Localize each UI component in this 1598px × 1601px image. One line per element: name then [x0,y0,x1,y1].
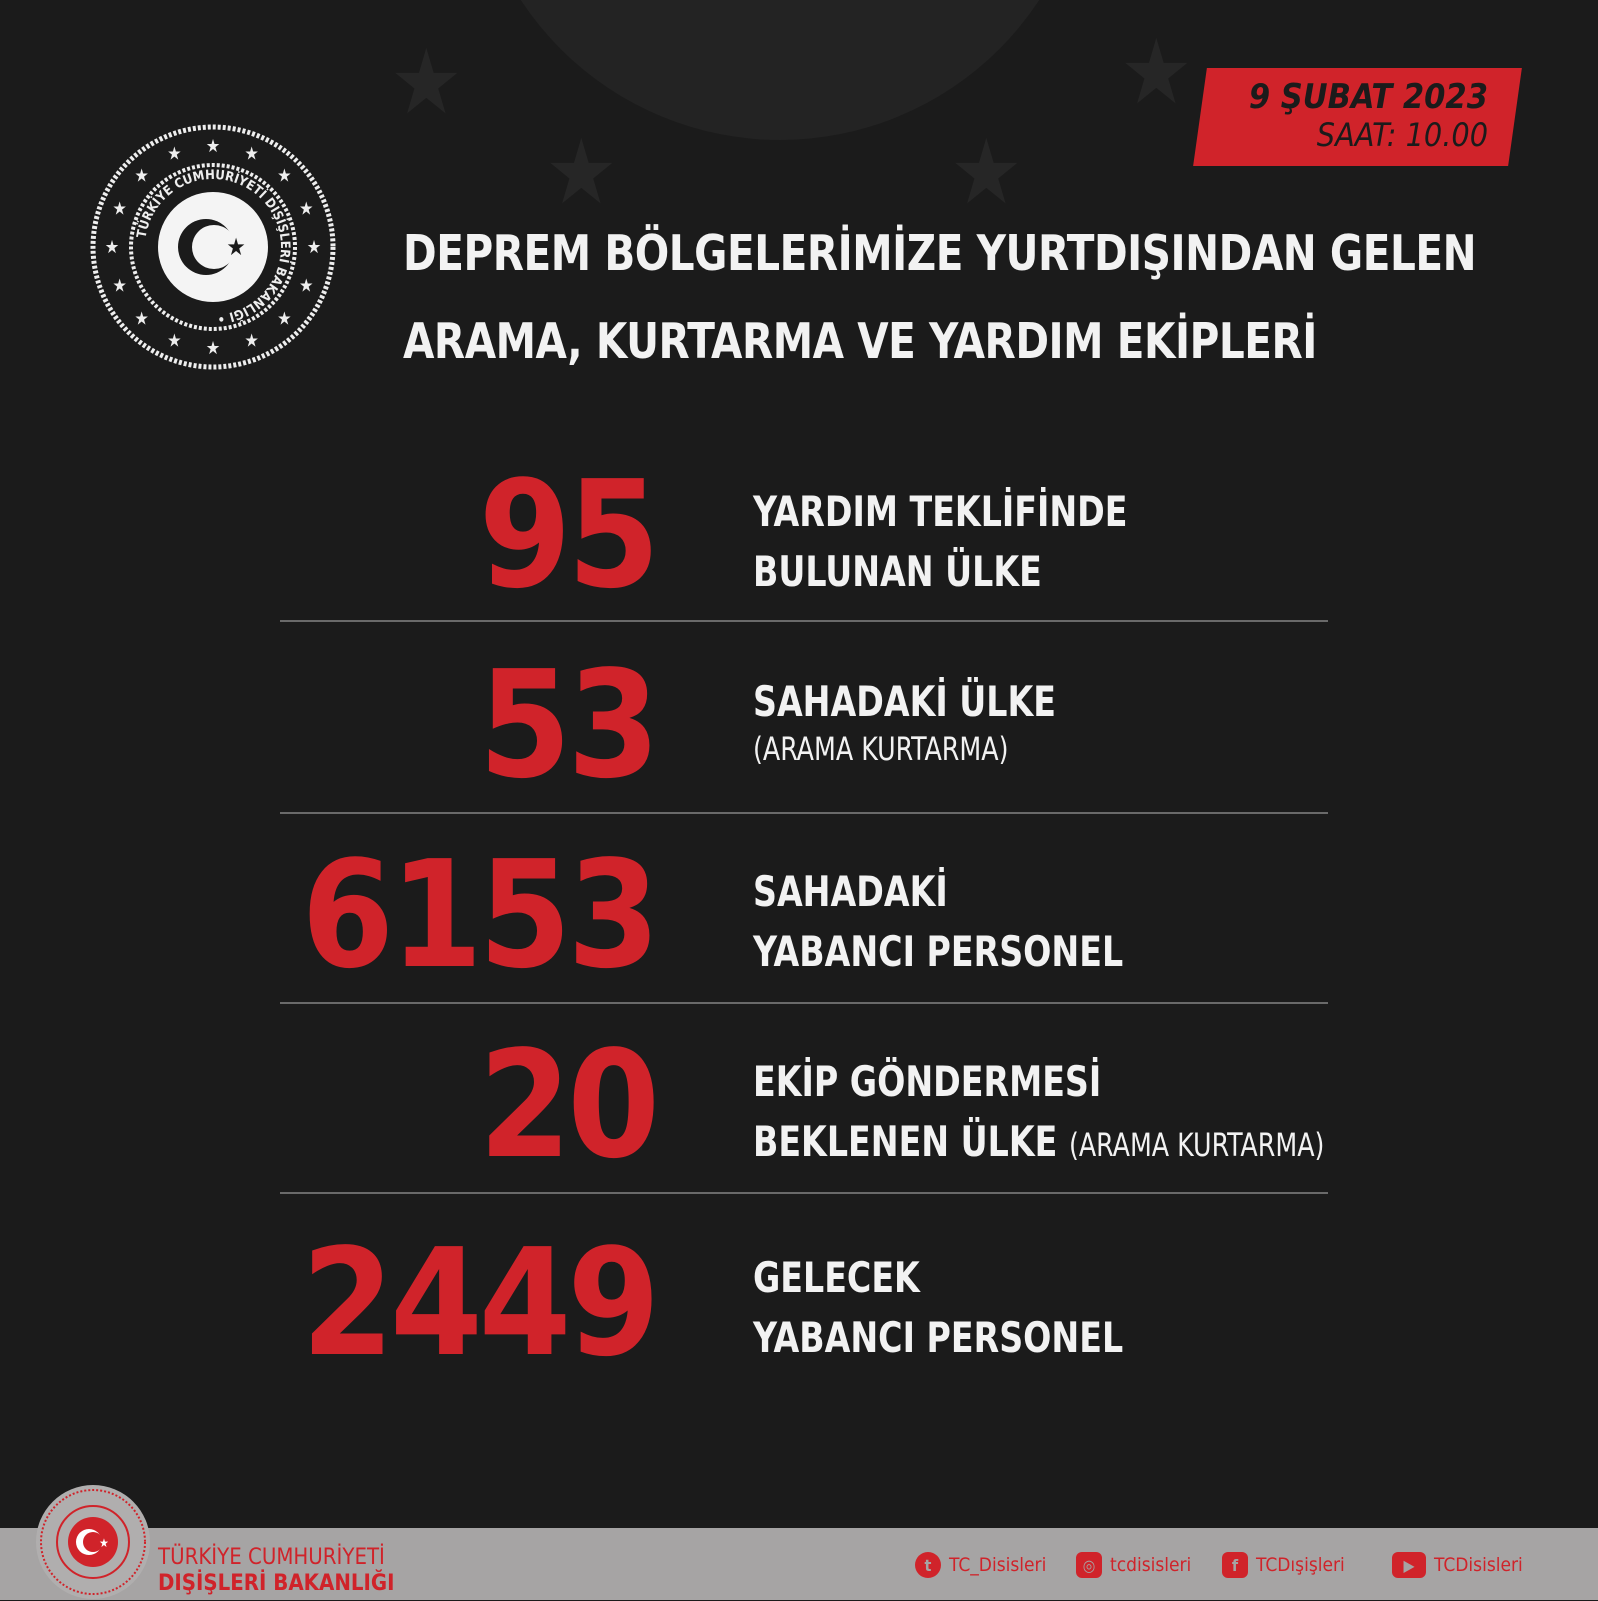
date-day: 9 ŞUBAT 2023 [1248,77,1488,117]
stat-label-line: BULUNAN ÜLKE [753,547,1042,596]
stat-label-line: GELECEK [753,1253,920,1302]
stat-label: SAHADAKİ YABANCI PERSONEL [753,862,1123,982]
social-handle: TC_Disisleri [949,1554,1047,1576]
stat-value: 95 [478,449,660,621]
seal-star-icon: ★ [206,136,221,157]
stat-label-line: YABANCI PERSONEL [753,1313,1124,1362]
stat-label-line: YARDIM TEKLİFİNDE [753,487,1128,536]
page-title: DEPREM BÖLGELERİMİZE YURTDIŞINDAN GELEN … [403,210,1477,386]
title-line-1: DEPREM BÖLGELERİMİZE YURTDIŞINDAN GELEN [403,225,1477,282]
stat-value: 2449 [301,1217,660,1389]
stat-value: 53 [478,639,660,811]
stat-label-line: YABANCI PERSONEL [753,927,1124,976]
footer-bar [0,1528,1598,1600]
stat-label-line: BEKLENEN ÜLKE [753,1117,1058,1166]
stat-value: 6153 [301,829,660,1001]
background-seal [470,0,1090,140]
stat-row: 20 EKİP GÖNDERMESİ BEKLENEN ÜLKE (ARAMA … [0,1030,1598,1220]
divider [280,620,1328,622]
stat-label-line: EKİP GÖNDERMESİ [753,1057,1102,1106]
seal-star-icon: ★ [244,144,259,165]
date-time: SAAT: 10.00 [1316,116,1488,154]
seal-star-icon: ★ [112,198,127,219]
footer-org-name: TÜRKİYE CUMHURİYETİ DIŞİŞLERİ BAKANLIĞI [158,1545,394,1597]
date-text: 9 ŞUBAT 2023 SAAT: 10.00 [1249,78,1488,154]
svg-text:★: ★ [226,233,245,261]
background-star-icon: ★ [545,120,618,225]
social-youtube[interactable]: ▶ TCDisisleri [1392,1552,1523,1578]
ministry-seal-logo: ★ ★★★★★★★★★★★★★★★ TÜRKİYE CUMHURİYETİ DIŞ… [90,124,336,370]
seal-star-icon: ★ [167,144,182,165]
seal-star-icon: ★ [105,237,120,258]
divider [280,1002,1328,1004]
stat-label: GELECEK YABANCI PERSONEL [753,1248,1123,1368]
seal-star-icon: ★ [299,198,314,219]
footer-seal-logo: ★ [36,1485,150,1599]
stat-row: 2449 GELECEK YABANCI PERSONEL [0,1228,1598,1418]
stat-label: SAHADAKİ ÜLKE (ARAMA KURTARMA) [753,672,1056,766]
social-facebook[interactable]: f TCDışişleri [1222,1552,1345,1578]
seal-star-icon: ★ [244,330,259,351]
seal-star-icon: ★ [134,166,149,187]
social-handle: tcdisisleri [1110,1554,1192,1576]
seal-star-icon: ★ [112,276,127,297]
stat-row: 6153 SAHADAKİ YABANCI PERSONEL [0,840,1598,1030]
stat-label: EKİP GÖNDERMESİ BEKLENEN ÜLKE (ARAMA KUR… [753,1052,1324,1175]
org-line-1: TÜRKİYE CUMHURİYETİ [158,1545,385,1570]
stat-value: 20 [478,1019,660,1191]
divider [280,1192,1328,1194]
instagram-icon: ◎ [1076,1552,1102,1578]
title-line-2: ARAMA, KURTARMA VE YARDIM EKİPLERİ [403,313,1317,370]
seal-star-icon: ★ [206,338,221,359]
svg-text:★: ★ [99,1536,109,1550]
seal-star-icon: ★ [299,276,314,297]
stat-label: YARDIM TEKLİFİNDE BULUNAN ÜLKE [753,482,1127,602]
stat-row: 53 SAHADAKİ ÜLKE (ARAMA KURTARMA) [0,650,1598,840]
seal-star-icon: ★ [134,308,149,329]
social-instagram[interactable]: ◎ tcdisisleri [1076,1552,1191,1578]
divider [280,812,1328,814]
stat-note: (ARAMA KURTARMA) [1068,1126,1325,1164]
stat-row: 95 YARDIM TEKLİFİNDE BULUNAN ÜLKE [0,460,1598,650]
stat-label-line: SAHADAKİ [753,867,948,916]
stat-label-line: SAHADAKİ ÜLKE [753,677,1056,726]
youtube-icon: ▶ [1392,1552,1426,1578]
seal-star-icon: ★ [277,166,292,187]
social-handle: TCDışişleri [1256,1554,1345,1576]
twitter-icon: t [915,1552,941,1578]
facebook-icon: f [1222,1552,1248,1578]
seal-star-icon: ★ [277,308,292,329]
social-handle: TCDisisleri [1434,1554,1523,1576]
background-star-icon: ★ [1120,20,1193,125]
org-line-2: DIŞİŞLERİ BAKANLIĞI [158,1571,395,1596]
seal-star-icon: ★ [167,330,182,351]
background-star-icon: ★ [390,30,463,135]
background-star-icon: ★ [950,120,1023,225]
seal-star-icon: ★ [307,237,322,258]
social-twitter[interactable]: t TC_Disisleri [915,1552,1046,1578]
stat-note: (ARAMA KURTARMA) [753,730,1009,768]
